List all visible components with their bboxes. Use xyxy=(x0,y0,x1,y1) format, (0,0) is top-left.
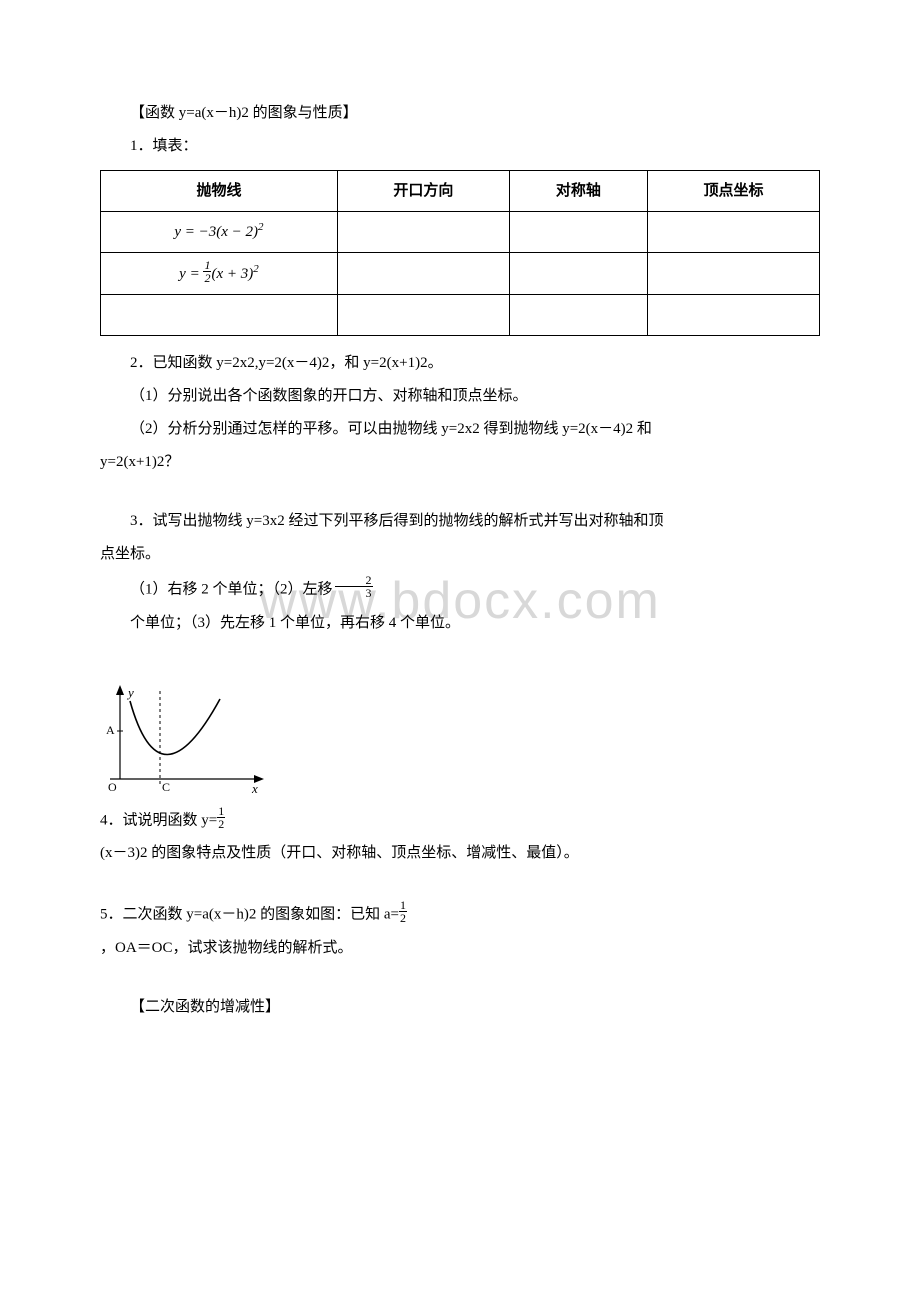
table-cell-formula: y = −3(x − 2)2 xyxy=(101,212,338,253)
q3-sub1-text: （1）右移 2 个单位；（2）左移 xyxy=(130,582,333,598)
table-cell xyxy=(648,253,820,295)
table-cell xyxy=(509,253,647,295)
table-cell xyxy=(337,295,509,336)
q3-line1: 3．试写出抛物线 y=3x2 经过下列平移后得到的抛物线的解析式并写出对称轴和顶 xyxy=(100,508,820,535)
table-header: 抛物线 xyxy=(101,171,338,212)
table-row xyxy=(101,295,820,336)
document-content: 【函数 y=a(x－h)2 的图象与性质】 1．填表： 抛物线 开口方向 对称轴… xyxy=(100,100,820,1021)
table-header: 开口方向 xyxy=(337,171,509,212)
label-x: x xyxy=(251,781,258,796)
label-y: y xyxy=(126,685,134,700)
table-row: y = −3(x − 2)2 xyxy=(101,212,820,253)
table-cell-formula: y = 12(x + 3)2 xyxy=(101,253,338,295)
label-C: C xyxy=(162,780,170,794)
q2-sub1: （1）分别说出各个函数图象的开口方、对称轴和顶点坐标。 xyxy=(100,383,820,410)
section2-title: 【二次函数的增减性】 xyxy=(100,994,820,1021)
parabola-curve xyxy=(130,699,220,755)
q4-line2: (x－3)2 的图象特点及性质（开口、对称轴、顶点坐标、增减性、最值）。 xyxy=(100,840,820,867)
table-cell xyxy=(101,295,338,336)
q3-line1b: 点坐标。 xyxy=(100,541,820,568)
table-cell xyxy=(509,295,647,336)
table-cell xyxy=(648,295,820,336)
q5-pre: 5．二次函数 y=a(x－h)2 的图象如图：已知 a= xyxy=(100,907,399,923)
parabola-graph: A O C x y xyxy=(100,679,270,799)
q2-sub2b: y=2(x+1)2？ xyxy=(100,449,820,476)
label-O: O xyxy=(108,780,117,794)
q3-sub-cont: 个单位；（3）先左移 1 个单位，再右移 4 个单位。 xyxy=(100,610,820,637)
q4-pre: 4．试说明函数 y= xyxy=(100,812,217,828)
q5-line2: ，OA＝OC，试求该抛物线的解析式。 xyxy=(100,935,820,962)
q3-subs: （1）右移 2 个单位；（2）左移23 xyxy=(100,574,820,603)
q4-line1: 4．试说明函数 y=12 xyxy=(100,805,820,834)
y-axis-arrow-icon xyxy=(116,685,124,695)
q2-line1: 2．已知函数 y=2x2,y=2(x－4)2，和 y=2(x+1)2。 xyxy=(100,350,820,377)
table-cell xyxy=(509,212,647,253)
formula-text: y = −3(x − 2) xyxy=(174,224,258,240)
frac-den: 2 xyxy=(217,818,225,830)
frac-den: 2 xyxy=(399,912,407,924)
section1-title: 【函数 y=a(x－h)2 的图象与性质】 xyxy=(100,100,820,127)
table-header: 顶点坐标 xyxy=(648,171,820,212)
properties-table: 抛物线 开口方向 对称轴 顶点坐标 y = −3(x − 2)2 y = 12(… xyxy=(100,170,820,336)
table-row: y = 12(x + 3)2 xyxy=(101,253,820,295)
label-A: A xyxy=(106,723,115,737)
table-header-row: 抛物线 开口方向 对称轴 顶点坐标 xyxy=(101,171,820,212)
frac-num: 1 xyxy=(217,805,225,818)
table-cell xyxy=(648,212,820,253)
table-header: 对称轴 xyxy=(509,171,647,212)
formula-exp: 2 xyxy=(253,263,259,275)
table-cell xyxy=(337,212,509,253)
table-cell xyxy=(337,253,509,295)
q2-sub2a: （2）分析分别通过怎样的平移。可以由抛物线 y=2x2 得到抛物线 y=2(x－… xyxy=(100,416,820,443)
formula-exp: 2 xyxy=(258,221,264,233)
formula-text: (x + 3) xyxy=(211,266,253,282)
q1-label: 1．填表： xyxy=(100,133,820,160)
q5-line1: 5．二次函数 y=a(x－h)2 的图象如图：已知 a=12 xyxy=(100,899,820,928)
frac-den: 3 xyxy=(335,587,373,599)
